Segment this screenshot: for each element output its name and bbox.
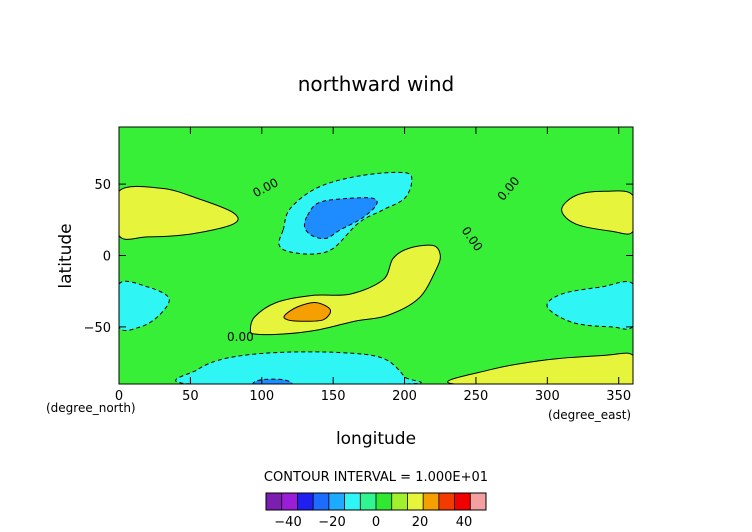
colorbar-tick-label: 0 bbox=[372, 515, 380, 530]
contour-interval-text: CONTOUR INTERVAL = 1.000E+01 bbox=[264, 470, 488, 485]
colorbar-swatch bbox=[266, 493, 282, 510]
x-unit-label: (degree_east) bbox=[548, 408, 631, 422]
contour-region-positive-east-north bbox=[561, 190, 633, 235]
plot-area bbox=[118, 126, 634, 385]
y-ticks: −50 0 50 bbox=[84, 178, 633, 336]
colorbar: −40 −20 0 20 40 bbox=[265, 492, 487, 530]
colorbar-swatch bbox=[407, 493, 424, 510]
colorbar-tick-label: 20 bbox=[412, 515, 429, 530]
x-ticks: 0 50 100 150 200 250 300 350 bbox=[115, 127, 631, 404]
contour-label: 0.00 bbox=[227, 330, 254, 344]
colorbar-swatch bbox=[360, 493, 376, 510]
colorbar-swatch bbox=[281, 493, 298, 510]
colorbar-swatch bbox=[391, 493, 408, 510]
x-tick-label: 250 bbox=[464, 389, 489, 404]
colorbar-tick-label: 40 bbox=[456, 515, 473, 530]
colorbar-swatch bbox=[470, 493, 486, 510]
contour-region-positive-west-north bbox=[119, 185, 239, 240]
contour-region-negative-south-central bbox=[175, 351, 422, 384]
contour-region-min-negative-south bbox=[252, 378, 293, 384]
contour-region-positive-south-east bbox=[447, 352, 633, 384]
x-tick-label: 300 bbox=[535, 389, 560, 404]
y-tick-label: 50 bbox=[94, 178, 111, 193]
x-axis-label: longitude bbox=[336, 429, 416, 449]
x-tick-label: 350 bbox=[606, 389, 631, 404]
contour-region-min-negative bbox=[303, 197, 378, 240]
colorbar-tick-label: −40 bbox=[274, 515, 301, 530]
x-tick-label: 200 bbox=[392, 389, 417, 404]
colorbar-swatch bbox=[376, 493, 392, 510]
contour-region-peak-positive bbox=[283, 302, 332, 322]
y-axis-label: latitude bbox=[56, 223, 76, 288]
colorbar-swatch bbox=[344, 493, 361, 510]
colorbar-swatch bbox=[438, 493, 455, 510]
colorbar-frame bbox=[265, 492, 487, 511]
colorbar-tick-label: −20 bbox=[318, 515, 345, 530]
colorbar-swatch bbox=[423, 493, 439, 510]
x-tick-label: 150 bbox=[321, 389, 346, 404]
y-tick-label: 0 bbox=[103, 250, 111, 265]
colorbar-swatch bbox=[313, 493, 329, 510]
y-unit-label: (degree_north) bbox=[46, 401, 136, 415]
colorbar-swatch bbox=[297, 493, 314, 510]
y-tick-label: −50 bbox=[84, 321, 111, 336]
contour-region-negative-west-south bbox=[119, 280, 170, 332]
plot-background bbox=[119, 127, 633, 384]
chart-title: northward wind bbox=[298, 72, 454, 96]
colorbar-swatch bbox=[328, 493, 345, 510]
x-tick-label: 50 bbox=[182, 389, 199, 404]
colorbar-swatch bbox=[454, 493, 471, 510]
x-tick-label: 0 bbox=[115, 389, 123, 404]
x-tick-label: 100 bbox=[249, 389, 274, 404]
